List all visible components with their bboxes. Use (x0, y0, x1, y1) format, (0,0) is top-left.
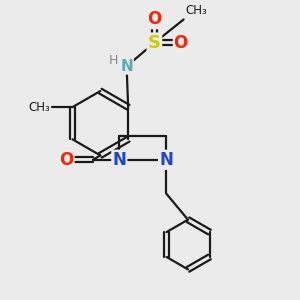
Text: S: S (148, 34, 161, 52)
Text: N: N (120, 59, 133, 74)
Text: N: N (112, 151, 126, 169)
Text: CH₃: CH₃ (185, 4, 207, 16)
Text: H: H (109, 55, 118, 68)
Text: N: N (159, 151, 173, 169)
Text: O: O (60, 151, 74, 169)
Text: O: O (174, 34, 188, 52)
Text: CH₃: CH₃ (28, 100, 50, 114)
Text: O: O (147, 11, 161, 28)
